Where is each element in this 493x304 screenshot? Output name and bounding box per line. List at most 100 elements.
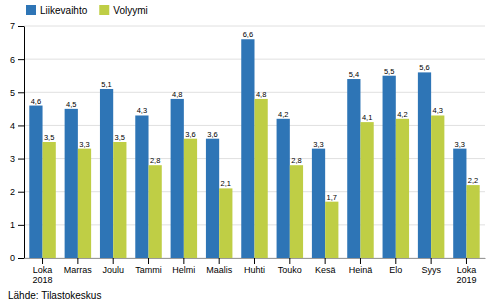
y-tick-mark xyxy=(18,258,24,259)
data-label: 4,6 xyxy=(31,97,41,106)
bar xyxy=(360,122,373,258)
x-tick-mark xyxy=(360,258,361,264)
x-tick: Touko xyxy=(278,258,302,275)
x-tick-label: Kesä xyxy=(315,265,336,275)
bar xyxy=(171,99,184,258)
data-label: 4,5 xyxy=(66,100,76,109)
grid xyxy=(24,26,485,258)
bar xyxy=(466,185,479,258)
y-tick-label: 7 xyxy=(10,21,15,31)
x-tick-mark xyxy=(325,258,326,264)
x-tick-label: Loka2019 xyxy=(456,265,476,285)
x-tick: Maalis xyxy=(206,258,233,275)
data-label: 4,2 xyxy=(278,110,288,119)
bar xyxy=(135,115,148,258)
bar xyxy=(383,76,396,258)
y-tick: 6 xyxy=(10,55,24,65)
bar xyxy=(149,165,162,258)
bar xyxy=(453,149,466,258)
x-tick: Huhti xyxy=(244,258,265,275)
bar-series xyxy=(43,99,480,258)
x-tick: Loka2019 xyxy=(456,258,476,285)
y-tick-mark xyxy=(18,159,24,160)
data-label: 2,2 xyxy=(468,176,478,185)
bars xyxy=(29,39,479,258)
data-label: 4,3 xyxy=(137,106,147,115)
legend-item: Volyymi xyxy=(99,5,147,16)
bar xyxy=(255,99,268,258)
grid-line xyxy=(24,26,485,27)
y-axis-line xyxy=(24,27,25,259)
legend-label: Liikevaihto xyxy=(40,5,88,16)
data-label: 3,5 xyxy=(44,133,54,142)
y-tick-label: 2 xyxy=(10,187,15,197)
x-tick-label: Marras xyxy=(64,265,93,275)
x-tick-mark xyxy=(113,258,114,264)
x-tick-label: Heinä xyxy=(349,265,373,275)
y-tick-label: 6 xyxy=(10,55,15,65)
y-tick: 7 xyxy=(10,21,24,31)
legend-swatch xyxy=(99,5,109,15)
bar xyxy=(113,142,126,258)
y-tick-mark xyxy=(18,192,24,193)
x-tick-label: Tammi xyxy=(135,265,162,275)
y-tick: 2 xyxy=(10,187,24,197)
y-tick-mark xyxy=(18,59,24,60)
x-tick-mark xyxy=(431,258,432,264)
bar xyxy=(347,79,360,258)
x-tick: Marras xyxy=(64,258,93,275)
data-labels: 4,64,55,14,34,83,66,64,23,35,45,55,63,33… xyxy=(31,30,479,201)
annotation: Lähde: Tilastokeskus xyxy=(8,290,101,301)
bar xyxy=(325,202,338,258)
bar xyxy=(396,119,409,258)
y-tick-mark xyxy=(18,92,24,93)
y-tick-mark xyxy=(18,225,24,226)
bar-series xyxy=(29,39,466,258)
x-tick: Helmi xyxy=(172,258,195,275)
bar xyxy=(277,119,290,258)
legend-item: Liikevaihto xyxy=(26,5,88,16)
chart: 01234567Loka2018MarrasJouluTammiHelmiMaa… xyxy=(0,0,493,304)
y-tick-label: 1 xyxy=(10,220,15,230)
bar xyxy=(431,115,444,258)
x-tick-label: Maalis xyxy=(206,265,233,275)
y-tick: 1 xyxy=(10,220,24,230)
x-tick-mark xyxy=(395,258,396,264)
x-tick-label: Helmi xyxy=(172,265,195,275)
data-label: 5,1 xyxy=(101,80,111,89)
x-tick-label: Touko xyxy=(278,265,302,275)
y-tick-label: 5 xyxy=(10,88,15,98)
bar xyxy=(184,139,197,258)
data-label: 3,6 xyxy=(185,130,195,139)
x-tick-label: Syys xyxy=(421,265,441,275)
bar xyxy=(418,72,431,258)
x-tick-mark xyxy=(77,258,78,264)
x-tick: Heinä xyxy=(349,258,373,275)
x-tick-label: Huhti xyxy=(244,265,265,275)
data-label: 5,6 xyxy=(419,63,429,72)
y-tick-mark xyxy=(18,26,24,27)
x-tick-mark xyxy=(42,258,43,264)
data-label: 3,5 xyxy=(115,133,125,142)
data-label: 3,3 xyxy=(313,140,323,149)
bar xyxy=(65,109,78,258)
x-tick: Kesä xyxy=(315,258,336,275)
bar xyxy=(290,165,303,258)
data-label: 5,4 xyxy=(349,70,359,79)
bar xyxy=(78,149,91,258)
x-tick: Loka2018 xyxy=(33,258,53,285)
x-tick: Syys xyxy=(421,258,441,275)
data-label: 4,8 xyxy=(172,90,182,99)
bar xyxy=(29,106,42,258)
data-label: 4,1 xyxy=(362,113,372,122)
data-label: 3,3 xyxy=(79,140,89,149)
bar xyxy=(43,142,56,258)
data-label: 4,8 xyxy=(256,90,266,99)
data-label: 1,7 xyxy=(327,193,337,202)
bar xyxy=(100,89,113,258)
y-tick: 5 xyxy=(10,88,24,98)
data-label: 4,2 xyxy=(397,110,407,119)
x-tick-mark xyxy=(289,258,290,264)
x-tick: Joulu xyxy=(102,258,124,275)
x-tick-mark xyxy=(183,258,184,264)
